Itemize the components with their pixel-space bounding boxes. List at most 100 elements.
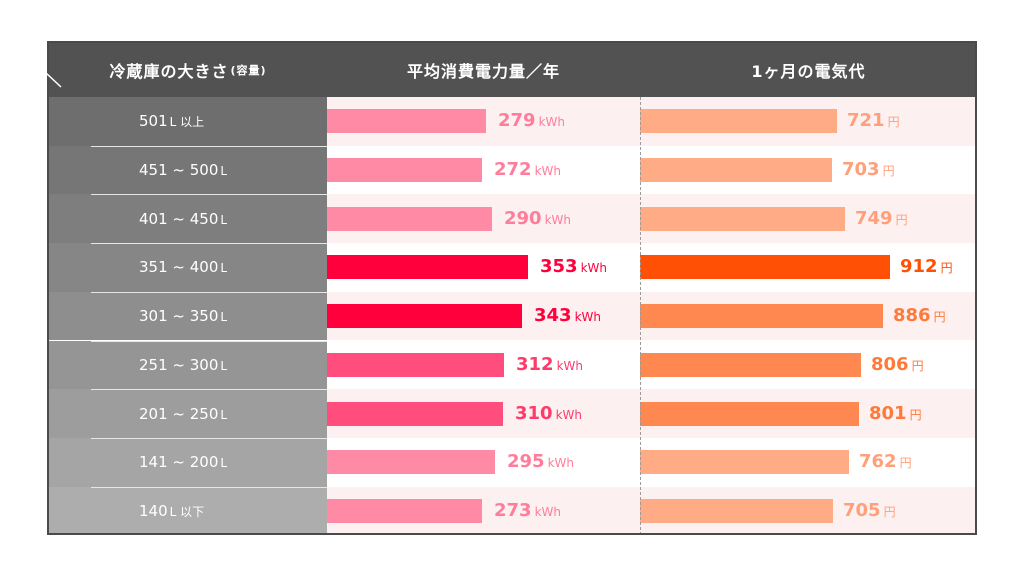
cost-unit: 円 [909,407,922,422]
power-value-label: 272 kWh [494,159,561,180]
bar-row: 279 kWh 721 円 [327,97,975,146]
size-row-label: 301 ~ 350 L [139,307,228,326]
size-column: 501 L 以上 451 ~ 500 L 401 ~ 450 L 351 ~ 400 L 301… [49,97,327,533]
power-unit: kWh [534,504,561,519]
cost-unit: 円 [940,261,953,276]
cost-value-label: 762 円 [859,451,912,472]
size-row: 140 L 以下 [49,486,327,533]
bar-row: 312 kWh 806 円 [327,340,975,390]
size-row: 451 ~ 500 L [49,145,327,195]
size-row-label: 140 L 以下 [139,501,205,520]
cost-value: 801 [869,402,907,424]
power-bar [327,255,528,280]
bar-row: 273 kWh 705 円 [327,486,975,533]
cost-value: 886 [893,305,931,327]
size-row-divider [91,194,327,196]
size-row: 401 ~ 450 L [49,194,327,244]
size-row-divider [91,486,327,488]
size-row-label: 351 ~ 400 L [139,258,228,277]
size-row: 201 ~ 250 L [49,389,327,438]
bar-row: 272 kWh 703 円 [327,145,975,195]
cost-value-label: 705 円 [843,500,896,521]
size-row-label: 501 L 以上 [139,112,205,131]
power-unit: kWh [574,310,601,325]
power-value-label: 273 kWh [494,500,561,521]
size-row-unit: L [220,261,228,276]
cost-unit: 円 [883,504,896,519]
power-value: 310 [515,402,553,424]
size-row-label: 251 ~ 300 L [139,355,228,374]
power-bar [327,352,504,377]
power-value: 273 [494,499,532,521]
power-value-label: 290 kWh [504,208,571,229]
power-bar [327,450,495,475]
power-bar [327,498,482,523]
size-axis-line [45,78,46,496]
header-fridge-size: 冷蔵庫の大きさ (容量) [49,43,327,97]
cost-unit: 円 [895,212,908,227]
electricity-table: 冷蔵庫の大きさ (容量) 平均消費電力量／年 1ヶ月の電気代 501 L 以上 451… [47,41,977,535]
bar-row: 343 kWh 886 円 [327,291,975,341]
cost-bar [640,255,890,280]
power-value-label: 353 kWh [540,256,607,277]
size-row-divider [91,145,327,147]
size-row-unit: L 以下 [169,504,205,519]
power-value: 272 [494,159,532,181]
cost-bar [640,109,837,134]
cost-unit: 円 [887,115,900,130]
cost-unit: 円 [882,164,895,179]
power-value-label: 295 kWh [507,451,574,472]
power-unit: kWh [556,358,583,373]
cost-bar [640,304,883,329]
size-row-divider [91,437,327,439]
cost-value: 721 [847,110,885,132]
bar-row: 353 kWh 912 円 [327,243,975,292]
size-row-label: 201 ~ 250 L [139,404,228,423]
cost-value: 912 [900,256,938,278]
power-bar [327,304,522,329]
cost-value-label: 806 円 [871,354,924,375]
power-value: 343 [534,305,572,327]
power-unit: kWh [538,115,565,130]
size-row-unit: L [220,407,228,422]
cost-value-label: 721 円 [847,110,900,131]
size-row-unit: L [220,358,228,373]
size-row: 351 ~ 400 L [49,243,327,292]
size-row-label: 451 ~ 500 L [139,161,228,180]
cost-bar [640,401,859,426]
power-bar [327,158,482,183]
size-row-divider [91,243,327,245]
power-value: 353 [540,256,578,278]
size-row-divider [91,389,327,391]
header-capacity-note: (容量) [230,64,267,77]
cost-unit: 円 [933,310,946,325]
bar-row: 290 kWh 749 円 [327,194,975,244]
header-annual-power: 平均消費電力量／年 [327,43,640,97]
power-bar [327,401,503,426]
size-row-divider [91,340,327,342]
power-unit: kWh [555,407,582,422]
cost-unit: 円 [899,456,912,471]
up-arrow-icon [30,72,62,88]
power-value-label: 343 kWh [534,305,601,326]
power-value: 279 [498,110,536,132]
size-row-unit: L 以上 [169,115,205,130]
size-row-unit: L [220,456,228,471]
cost-bar [640,450,849,475]
cost-value-label: 801 円 [869,403,922,424]
power-value-label: 279 kWh [498,110,565,131]
power-value: 290 [504,207,542,229]
power-unit: kWh [544,212,571,227]
power-unit: kWh [534,164,561,179]
size-row: 141 ~ 200 L [49,437,327,487]
power-value-label: 310 kWh [515,403,582,424]
cost-unit: 円 [911,358,924,373]
cost-value-label: 749 円 [855,208,908,229]
cost-value: 762 [859,451,897,473]
size-row-divider [91,291,327,293]
size-row-label: 141 ~ 200 L [139,453,228,472]
power-unit: kWh [547,456,574,471]
power-value-label: 312 kWh [516,354,583,375]
cost-value: 703 [842,159,880,181]
power-bar [327,109,486,134]
